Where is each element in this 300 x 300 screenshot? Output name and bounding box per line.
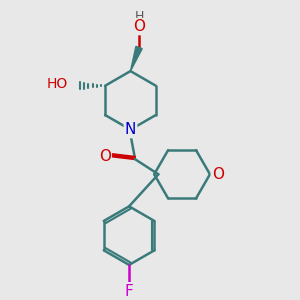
Text: O: O [212, 167, 224, 182]
Text: N: N [125, 122, 136, 137]
Polygon shape [130, 46, 142, 71]
Text: F: F [125, 284, 134, 299]
Text: HO: HO [46, 77, 68, 91]
Text: O: O [99, 149, 111, 164]
Text: O: O [133, 19, 145, 34]
Text: H: H [134, 10, 144, 23]
